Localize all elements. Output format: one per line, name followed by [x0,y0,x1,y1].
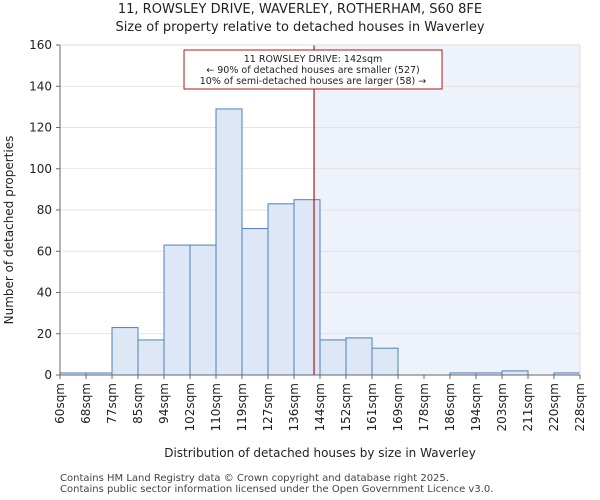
x-tick-label-144sqm: 144sqm [313,383,327,431]
annotation-line-2: ← 90% of detached houses are smaller (52… [206,65,419,76]
histogram-chart: 0 20 40 60 80 100 120 140 160 60sqm 68sqm 77sqm 85sq… [2,38,587,460]
y-tick-label-100: 100 [29,162,52,176]
y-tick-label-0: 0 [44,368,52,382]
bar-144sqm [319,339,347,376]
x-tick-label-169sqm: 169sqm [391,383,405,431]
bar-152sqm [345,337,373,376]
x-tick-label-94sqm: 94sqm [157,383,171,424]
bar-85sqm [137,339,165,376]
bar-136sqm [293,199,321,376]
x-tick-label-127sqm: 127sqm [261,383,275,431]
bar-102sqm [189,244,217,376]
x-tick-label-186sqm: 186sqm [443,383,457,431]
bar-77sqm [111,327,139,376]
y-tick-label-20: 20 [37,327,52,341]
bar-161sqm [371,347,399,376]
x-tick-label-211sqm: 211sqm [521,383,535,431]
x-tick-label-85sqm: 85sqm [131,383,145,424]
chart-title: 11, ROWSLEY DRIVE, WAVERLEY, ROTHERHAM, … [117,2,483,17]
x-tick-label-60sqm: 60sqm [53,383,67,424]
bar-94sqm [163,244,191,376]
x-tick-label-203sqm: 203sqm [495,383,509,431]
x-tick-label-178sqm: 178sqm [417,383,431,431]
bar-119sqm [241,228,269,376]
x-tick-label-102sqm: 102sqm [183,383,197,431]
x-tick-label-110sqm: 110sqm [209,383,223,431]
x-axis-label: Distribution of detached houses by size … [164,446,476,460]
annotation-box: 11 ROWSLEY DRIVE: 142sqm← 90% of detache… [183,49,443,90]
footer-copyright: Contains HM Land Registry data © Crown c… [60,473,449,484]
x-tick-label-77sqm: 77sqm [105,383,119,424]
annotation-frame [183,49,443,90]
x-tick-label-119sqm: 119sqm [235,383,249,431]
x-tick-label-136sqm: 136sqm [287,383,301,431]
y-tick-label-140: 140 [29,79,52,93]
y-tick-label-60: 60 [37,244,52,258]
x-tick-label-68sqm: 68sqm [79,383,93,424]
chart-subtitle: Size of property relative to detached ho… [115,20,485,35]
bar-127sqm [267,203,295,376]
annotation-line-1: 11 ROWSLEY DRIVE: 142sqm [244,54,383,65]
y-tick-label-120: 120 [29,121,52,135]
footer-licence: Contains public sector information licen… [60,484,494,495]
x-tick-label-220sqm: 220sqm [547,383,561,431]
x-tick-label-152sqm: 152sqm [339,383,353,431]
y-axis-label: Number of detached properties [2,136,16,325]
bar-110sqm [215,108,243,376]
annotation-line-3: 10% of semi-detached houses are larger (… [200,76,427,87]
x-tick-label-194sqm: 194sqm [469,383,483,431]
x-tick-label-161sqm: 161sqm [365,383,379,431]
y-tick-label-160: 160 [29,38,52,52]
y-tick-label-40: 40 [37,286,52,300]
bar-203sqm [501,370,529,376]
y-tick-label-80: 80 [37,203,52,217]
x-tick-label-228sqm: 228sqm [573,383,587,431]
